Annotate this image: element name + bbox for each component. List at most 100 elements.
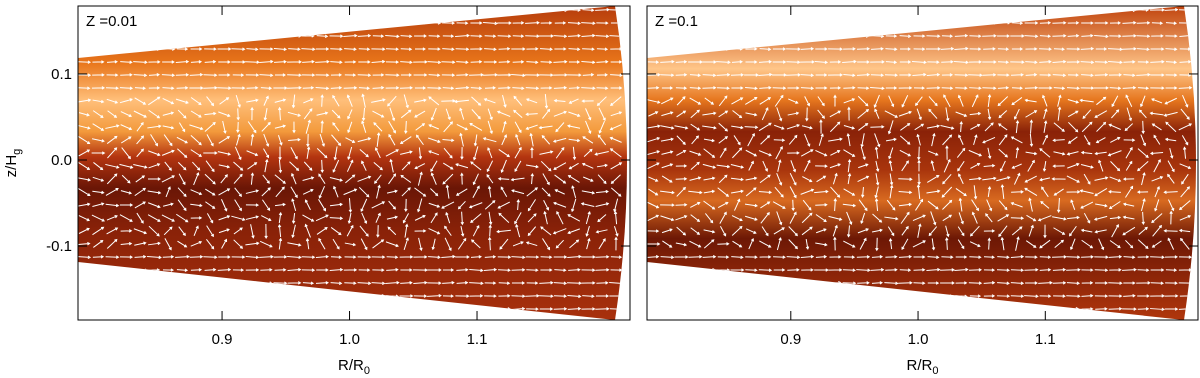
velocity-arrow (689, 240, 702, 248)
velocity-arrow (120, 281, 133, 285)
velocity-arrow (703, 189, 716, 194)
velocity-arrow (828, 215, 843, 221)
velocity-arrow (1052, 21, 1067, 25)
velocity-arrow (218, 281, 231, 285)
velocity-arrow (718, 136, 729, 144)
velocity-arrow (306, 146, 311, 159)
velocity-arrow (1080, 47, 1095, 51)
velocity-arrow (274, 202, 286, 207)
velocity-arrow (460, 211, 464, 226)
velocity-arrow (274, 124, 287, 129)
velocity-arrow (232, 73, 245, 77)
velocity-arrow (1013, 108, 1020, 120)
velocity-arrow (288, 47, 301, 51)
velocity-arrow (206, 238, 215, 250)
velocity-arrow (134, 255, 147, 259)
velocity-arrow (542, 173, 550, 186)
velocity-arrow (455, 85, 470, 90)
velocity-arrow (332, 159, 340, 173)
velocity-arrow (927, 281, 940, 285)
velocity-arrow (731, 8, 744, 12)
velocity-arrow (585, 225, 590, 237)
velocity-arrow (759, 307, 772, 311)
velocity-arrow (245, 73, 260, 77)
velocity-arrow (789, 211, 797, 224)
velocity-arrow (554, 189, 565, 195)
velocity-arrow (330, 281, 343, 285)
velocity-arrow (217, 8, 232, 12)
velocity-arrow (357, 137, 372, 143)
velocity-arrow (525, 8, 540, 13)
velocity-arrow (927, 255, 940, 259)
velocity-arrow (497, 73, 512, 77)
velocity-arrow (538, 125, 553, 130)
velocity-arrow (218, 60, 231, 64)
velocity-arrow (760, 211, 770, 224)
velocity-arrow (427, 8, 442, 12)
velocity-arrow (250, 172, 255, 185)
velocity-arrow (940, 125, 955, 130)
velocity-arrow (441, 254, 456, 259)
velocity-arrow (400, 281, 413, 285)
velocity-arrow (330, 86, 343, 90)
velocity-arrow (598, 107, 606, 122)
velocity-arrow (958, 212, 964, 225)
velocity-arrow (277, 224, 282, 238)
velocity-arrow (78, 294, 91, 298)
velocity-arrow (942, 173, 952, 185)
velocity-arrow (263, 148, 270, 159)
velocity-arrow (400, 174, 412, 183)
velocity-arrow (815, 255, 828, 259)
velocity-arrow (344, 307, 357, 311)
velocity-arrow (773, 294, 786, 298)
velocity-arrow (596, 163, 608, 168)
heatmap (647, 6, 1196, 320)
velocity-arrow (828, 73, 843, 77)
velocity-arrow (176, 307, 189, 311)
velocity-arrow (884, 21, 899, 25)
velocity-arrow (647, 34, 661, 38)
velocity-arrow (1125, 160, 1133, 171)
velocity-arrow (675, 34, 688, 38)
velocity-arrow (856, 21, 871, 25)
velocity-arrow (957, 173, 964, 185)
velocity-arrow (526, 281, 539, 285)
velocity-arrow (456, 21, 469, 25)
velocity-arrow (418, 147, 423, 160)
velocity-arrow (273, 294, 288, 298)
velocity-arrow (660, 73, 675, 77)
velocity-arrow (856, 72, 871, 77)
velocity-arrow (675, 203, 688, 207)
velocity-arrow (1125, 239, 1134, 249)
velocity-arrow (414, 86, 427, 90)
velocity-arrow (1109, 21, 1122, 25)
velocity-arrow (371, 21, 386, 25)
velocity-arrow (856, 294, 871, 298)
velocity-arrow (913, 86, 925, 90)
velocity-arrow (512, 60, 525, 64)
velocity-arrow (217, 268, 232, 272)
velocity-arrow (987, 237, 991, 250)
velocity-arrow (203, 73, 218, 77)
velocity-arrow (554, 47, 567, 51)
velocity-arrow (133, 281, 148, 285)
velocity-arrow (647, 86, 660, 90)
velocity-arrow (804, 133, 811, 147)
velocity-arrow (1070, 199, 1076, 211)
velocity-arrow (288, 307, 301, 311)
velocity-arrow (647, 268, 660, 272)
velocity-arrow (540, 21, 553, 25)
velocity-arrow (470, 8, 483, 12)
velocity-arrow (162, 8, 175, 12)
velocity-arrow (343, 86, 358, 90)
velocity-arrow (804, 96, 811, 107)
velocity-arrow (676, 186, 686, 197)
velocity-arrow (912, 240, 926, 248)
velocity-arrow (1150, 73, 1165, 77)
velocity-arrow (1122, 215, 1135, 220)
velocity-arrow (1150, 86, 1165, 90)
velocity-arrow (1010, 268, 1025, 272)
velocity-arrow (441, 99, 456, 103)
velocity-arrow (748, 160, 754, 171)
velocity-arrow (887, 120, 894, 135)
